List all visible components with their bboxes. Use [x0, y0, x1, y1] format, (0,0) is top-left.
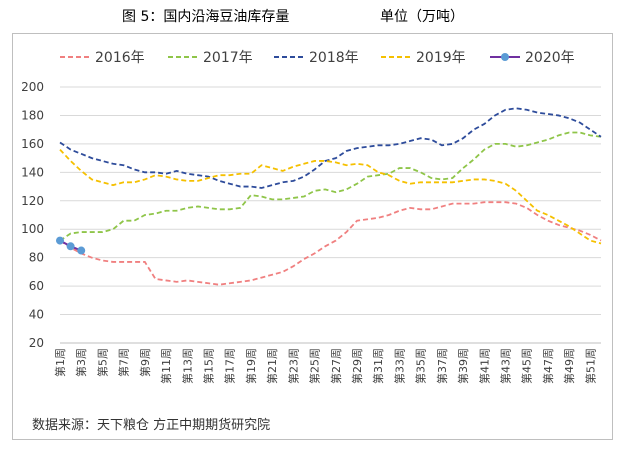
data-point	[56, 236, 64, 245]
x-tick-label: 第41周	[477, 348, 491, 384]
y-tick-label: 40	[29, 308, 44, 322]
y-tick-label: 100	[21, 222, 44, 236]
legend-marker	[501, 53, 509, 61]
legend-item-2018年: 2018年	[274, 50, 359, 66]
series-line-2016年	[59, 201, 602, 286]
x-tick-label: 第7周	[117, 348, 131, 377]
data-point	[66, 242, 75, 251]
legend-label: 2020年	[525, 50, 575, 66]
x-tick-label: 第23周	[286, 348, 300, 384]
x-tick-label: 第1周	[53, 348, 67, 377]
x-tick-label: 第29周	[350, 348, 364, 384]
legend-item-2020年: 2020年	[490, 50, 575, 66]
x-tick-label: 第11周	[159, 348, 173, 384]
x-tick-label: 第49周	[562, 348, 576, 384]
series-lines	[56, 107, 602, 286]
x-tick-label: 第33周	[392, 348, 406, 384]
series-line-2018年	[59, 107, 602, 189]
x-tick-label: 第27周	[329, 348, 343, 384]
x-tick-label: 第25周	[308, 348, 322, 384]
legend-item-2019年: 2019年	[381, 50, 466, 66]
y-tick-label: 20	[29, 336, 44, 350]
y-tick-label: 180	[21, 108, 44, 122]
y-tick-label: 140	[21, 165, 44, 179]
chart-frame	[12, 33, 613, 440]
y-tick-label: 200	[21, 80, 44, 94]
unit-label: 单位（万吨）	[380, 9, 464, 25]
x-tick-label: 第47周	[541, 348, 555, 384]
data-source: 数据来源：天下粮仓 方正中期期货研究院	[32, 418, 271, 433]
data-point	[77, 246, 86, 255]
y-tick-label: 80	[29, 251, 44, 265]
x-tick-label: 第15周	[202, 348, 216, 384]
x-axis: 第1周 第3周 第5周 第7周 第9周 第11周 第13周 第15周 第17周 第19周 第21周第…	[53, 342, 601, 384]
x-tick-label: 第17周	[223, 348, 237, 384]
legend-label: 2016年	[95, 50, 145, 66]
x-tick-label: 第13周	[180, 348, 194, 384]
x-tick-label: 第19周	[244, 348, 258, 384]
y-tick-label: 160	[21, 137, 44, 151]
x-tick-label: 第21周	[265, 348, 279, 384]
x-tick-label: 第43周	[499, 348, 513, 384]
x-tick-label: 第37周	[435, 348, 449, 384]
gridlines	[60, 86, 601, 344]
figure-title: 图 5：国内沿海豆油库存量 单位（万吨）	[0, 4, 624, 26]
legend-item-2017年: 2017年	[168, 50, 253, 66]
chart-title: 图 5：国内沿海豆油库存量	[122, 9, 290, 25]
legend: 2016年 2017年 2018年 2019年 2020年	[60, 50, 575, 66]
x-tick-label: 第5周	[95, 348, 109, 377]
x-tick-label: 第51周	[583, 348, 597, 384]
x-tick-label: 第39周	[456, 348, 470, 384]
x-tick-label: 第9周	[138, 348, 152, 377]
legend-label: 2017年	[203, 50, 253, 66]
legend-label: 2019年	[416, 50, 466, 66]
series-line-2019年	[59, 148, 602, 245]
legend-label: 2018年	[309, 50, 359, 66]
x-tick-label: 第35周	[414, 348, 428, 384]
x-tick-label: 第45周	[520, 348, 534, 384]
y-axis: 20 40 60 80 100 120 140 160 180 200	[21, 80, 44, 350]
y-tick-label: 120	[21, 194, 44, 208]
series-line-2017年	[59, 131, 602, 242]
y-tick-label: 60	[29, 279, 44, 293]
legend-item-2016年: 2016年	[60, 50, 145, 66]
x-tick-label: 第31周	[371, 348, 385, 384]
x-tick-label: 第3周	[74, 348, 88, 377]
